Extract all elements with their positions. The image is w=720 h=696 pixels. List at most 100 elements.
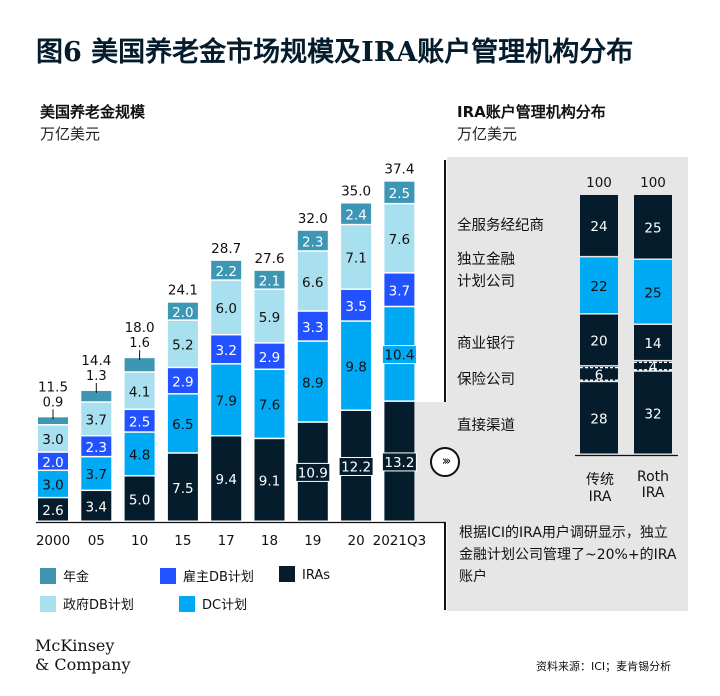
ira-bar-0-series-4 xyxy=(580,195,618,256)
bar-15-series-2 xyxy=(167,368,198,394)
legend: 年金 雇主DB计划 IRAs 政府DB计划 DC计划 xyxy=(40,566,400,616)
bar-label-box-2021Q3 xyxy=(381,452,417,472)
bar-19-series-1 xyxy=(297,341,328,422)
ira-label-1-series-2: 14 xyxy=(644,336,661,352)
bar-label-box-dc-2021Q3 xyxy=(381,345,417,365)
ira-bar-1-series-0 xyxy=(634,371,672,454)
bar-05-series-2 xyxy=(81,436,112,456)
x-tick-17: 17 xyxy=(218,533,235,549)
ira-bar-0-series-1 xyxy=(580,366,618,381)
bar-20-series-3 xyxy=(341,225,372,289)
bar-label-10-series-2: 2.5 xyxy=(129,414,150,430)
chart-title: 图6 美国养老金市场规模及IRA账户管理机构分布 xyxy=(36,37,634,68)
bar-15-series-1 xyxy=(167,394,198,453)
bar-18-series-1 xyxy=(254,370,285,438)
bar-label-2000-series-4: 0.9 xyxy=(43,395,64,410)
bar-label-15-series-4: 2.0 xyxy=(172,305,193,321)
legend-item-employer-db: 雇主DB计划 xyxy=(160,566,254,585)
ira-category-traditional: 传统 IRA xyxy=(586,472,614,505)
bar-18-series-0 xyxy=(254,439,285,521)
bar-10-series-2 xyxy=(124,410,155,432)
bar-10-series-4 xyxy=(124,358,155,372)
bar-label-19-series-3: 6.6 xyxy=(302,275,323,291)
bar-label-20-series-3: 7.1 xyxy=(345,251,366,267)
bar-2000-series-2 xyxy=(38,452,68,470)
legend-item-iras: IRAs xyxy=(279,566,330,583)
bar-2021Q3-series-2 xyxy=(384,273,415,306)
bar-label-15-series-2: 2.9 xyxy=(172,374,193,390)
ira-row-label-4-0: 直接渠道 xyxy=(457,417,515,434)
ira-bar-1-series-4 xyxy=(634,195,672,259)
bar-label-18-series-1: 7.6 xyxy=(259,398,280,414)
right-subtitle: IRA账户管理机构分布 xyxy=(457,103,606,121)
bar-label-18-series-4: 2.1 xyxy=(259,273,280,289)
x-tick-19: 19 xyxy=(304,533,321,549)
bar-17-series-3 xyxy=(211,280,242,334)
chevron-right-icon: ››› xyxy=(430,447,460,477)
bar-total-05: 14.4 xyxy=(81,353,111,369)
bar-label-17-series-4: 2.2 xyxy=(215,264,236,280)
bar-label-05-series-3: 3.7 xyxy=(86,413,107,429)
bar-05-series-1 xyxy=(81,457,112,490)
bar-17-series-2 xyxy=(211,335,242,364)
ira-row-label-3-0: 保险公司 xyxy=(457,371,515,388)
ira-bar-0-series-0 xyxy=(580,382,618,454)
bar-15-series-0 xyxy=(167,453,198,521)
bar-label-18-series-0: 9.1 xyxy=(259,474,280,490)
bar-label-19-series-1: 8.9 xyxy=(302,375,323,391)
bar-label-17-series-1: 7.9 xyxy=(215,394,236,410)
legend-swatch-dc xyxy=(179,596,195,612)
bar-2000-series-4 xyxy=(38,417,68,425)
x-tick-10: 10 xyxy=(131,533,148,549)
bar-label-2021Q3-series-1: 10.4 xyxy=(384,348,414,364)
ira-row-label-1-0: 独立金融 xyxy=(457,251,515,268)
x-tick-05: 05 xyxy=(88,533,105,549)
ira-label-0-series-3: 22 xyxy=(590,279,607,295)
ira-row-label-1-1: 计划公司 xyxy=(457,273,515,290)
bar-label-box-19 xyxy=(295,462,331,482)
ira-label-0-series-1: 6 xyxy=(595,367,604,383)
ira-bar-1-series-1 xyxy=(634,361,672,371)
bar-label-20-series-0: 12.2 xyxy=(341,459,371,475)
bar-10-series-1 xyxy=(124,432,155,475)
bar-10-series-0 xyxy=(124,476,155,521)
bar-2000-series-3 xyxy=(38,425,68,452)
ira-bar-1-series-2 xyxy=(634,325,672,360)
bar-2021Q3-series-4 xyxy=(384,181,415,203)
bar-label-19-series-2: 3.3 xyxy=(302,320,323,336)
source-note: 资料来源：ICI；麦肯锡分析 xyxy=(536,660,672,673)
ira-total-1: 100 xyxy=(640,175,666,191)
bar-label-2021Q3-series-3: 7.6 xyxy=(389,232,410,248)
bar-label-2000-series-1: 3.0 xyxy=(42,478,63,494)
bar-label-19-series-4: 2.3 xyxy=(302,234,323,250)
bar-label-20-series-2: 3.5 xyxy=(345,299,366,315)
bar-18-series-4 xyxy=(254,270,285,289)
ira-row-label-2-0: 商业银行 xyxy=(457,335,515,352)
bar-label-20-series-1: 9.8 xyxy=(345,359,366,375)
bar-label-box-20 xyxy=(338,456,374,476)
legend-item-annuity: 年金 xyxy=(40,566,89,585)
bar-17-series-1 xyxy=(211,364,242,435)
left-unit: 万亿美元 xyxy=(40,125,101,143)
bar-05-series-3 xyxy=(81,402,112,435)
ira-label-1-series-1: 4 xyxy=(649,360,658,376)
ira-label-1-series-0: 32 xyxy=(644,406,661,422)
bar-05-series-4 xyxy=(81,390,112,402)
bar-label-10-series-1: 4.8 xyxy=(129,448,150,464)
x-tick-20: 20 xyxy=(348,533,365,549)
ira-label-1-series-4: 25 xyxy=(644,221,661,237)
bar-17-series-4 xyxy=(211,260,242,280)
bar-total-2000: 11.5 xyxy=(38,379,68,395)
bar-20-series-2 xyxy=(341,289,372,321)
bar-18-series-2 xyxy=(254,343,285,369)
bar-total-15: 24.1 xyxy=(168,283,198,299)
ira-note: 根据ICI的IRA用户调研显示，独立金融计划公司管理了~20%+的IRA账户 xyxy=(459,525,677,585)
bar-label-18-series-3: 5.9 xyxy=(259,310,280,326)
bar-label-17-series-0: 9.4 xyxy=(215,472,236,488)
bar-label-2000-series-0: 2.6 xyxy=(42,503,63,519)
bar-total-2021Q3: 37.4 xyxy=(384,162,414,178)
bar-10-series-3 xyxy=(124,372,155,409)
bar-total-17: 28.7 xyxy=(211,241,241,257)
bar-19-series-3 xyxy=(297,251,328,311)
